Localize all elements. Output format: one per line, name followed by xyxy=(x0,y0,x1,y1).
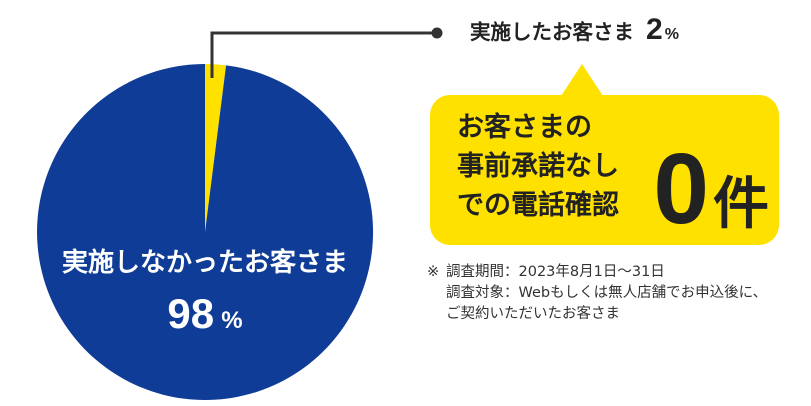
note-mark: ※ xyxy=(427,264,440,280)
pie-slice-2 xyxy=(37,64,374,400)
pie-slices xyxy=(37,63,374,400)
callout-count: 0 件 xyxy=(653,139,769,239)
leader-dot xyxy=(431,27,443,39)
survey-note: ※ 調査期間：2023年8月1日～31日 調査対象：Webもしくは無人店舗でお申… xyxy=(427,262,767,325)
callout-line: お客さまの xyxy=(457,112,592,143)
not-implemented-unit: % xyxy=(221,307,243,335)
note-line: ご契約いただいたお客さま xyxy=(446,306,620,322)
implemented-unit: % xyxy=(664,26,679,43)
note-line: 調査期間：2023年8月1日～31日 xyxy=(446,264,665,280)
not-implemented-label-text: 実施しなかったお客さま xyxy=(61,248,348,278)
callout-count-unit: 件 xyxy=(713,172,769,237)
callout-count-number: 0 xyxy=(653,133,709,245)
note-line: 調査対象：Webもしくは無人店舗でお申込後に、 xyxy=(446,285,768,301)
callout-pointer xyxy=(561,64,603,96)
callout-line: での電話確認 xyxy=(457,190,619,221)
not-implemented-value: 98 xyxy=(167,290,215,338)
leader-line xyxy=(210,31,437,78)
pie-slice-1 xyxy=(205,63,227,232)
implemented-value: 2 xyxy=(646,13,663,46)
note-lines: 調査期間：2023年8月1日～31日 調査対象：Webもしくは無人店舗でお申込後… xyxy=(446,262,767,325)
callout-line: 事前承諾なし xyxy=(457,151,619,182)
callout-text: お客さまの 事前承諾なし での電話確認 xyxy=(457,108,619,225)
implemented-label-text: 実施したお客さま xyxy=(470,20,634,44)
not-implemented-label: 実施しなかったお客さま 98 % xyxy=(0,248,410,335)
not-implemented-value-group: 98 % xyxy=(0,293,410,335)
callout-bubble: お客さまの 事前承諾なし での電話確認 0 件 xyxy=(430,64,779,245)
implemented-label: 実施したお客さま 2 % xyxy=(470,12,679,48)
